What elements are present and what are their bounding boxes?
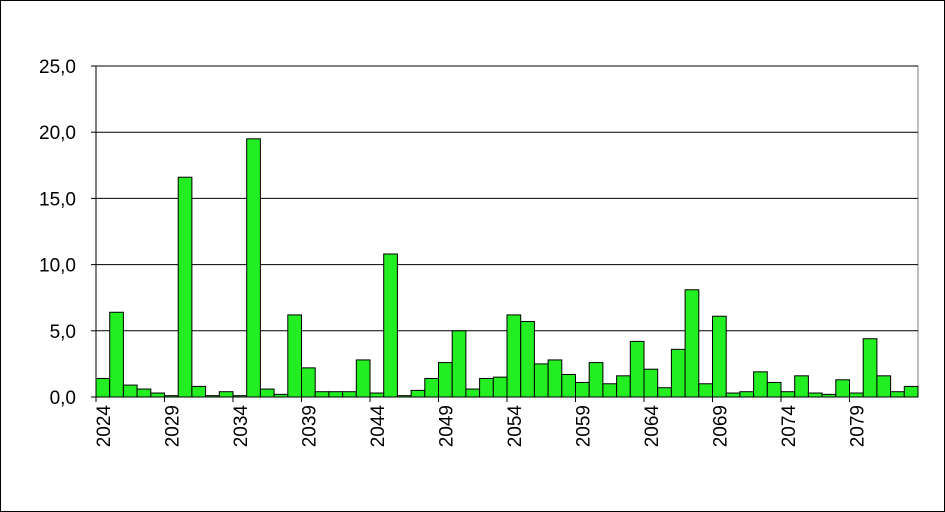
bar	[438, 362, 453, 398]
y-tick-label: 10,0	[39, 256, 76, 277]
bar	[136, 388, 152, 398]
bar	[670, 348, 686, 398]
bar	[684, 289, 700, 398]
x-tick-label: 2064	[642, 405, 663, 448]
bar	[890, 391, 905, 398]
bar	[835, 379, 850, 398]
bar	[424, 377, 439, 398]
bar	[465, 388, 481, 398]
x-tick-label: 2069	[710, 405, 731, 447]
bar	[451, 330, 467, 398]
bar	[725, 392, 741, 398]
bar	[479, 377, 494, 398]
bar	[410, 389, 426, 398]
bar	[396, 395, 412, 398]
bar	[314, 391, 330, 398]
bar	[191, 385, 207, 398]
bar	[794, 375, 809, 398]
bar	[492, 376, 508, 398]
x-tick-label: 2044	[368, 405, 389, 448]
bar	[109, 311, 124, 398]
bar	[246, 138, 261, 398]
bar	[903, 385, 919, 398]
bar	[164, 395, 179, 398]
x-tick-label: 2059	[573, 405, 594, 447]
bar	[506, 314, 522, 398]
x-tick-label: 2074	[779, 405, 800, 448]
bar	[383, 253, 398, 398]
bar	[205, 395, 220, 398]
bar	[218, 391, 234, 398]
bar	[849, 392, 864, 398]
bar	[328, 391, 344, 398]
x-tick-label: 2049	[436, 405, 457, 447]
y-tick-label: 0,0	[50, 388, 76, 409]
bar	[602, 383, 618, 398]
bar	[177, 176, 193, 398]
y-tick-label: 15,0	[39, 189, 76, 210]
bar	[807, 392, 823, 398]
bar	[821, 393, 837, 398]
x-tick-label: 2079	[847, 405, 868, 447]
x-tick-label: 2054	[505, 405, 526, 448]
bar	[698, 383, 713, 398]
bar	[342, 391, 357, 398]
bar	[95, 377, 111, 398]
bar	[533, 363, 549, 398]
bar	[780, 391, 796, 398]
bar	[575, 381, 590, 398]
bar	[712, 315, 727, 398]
bar	[232, 395, 248, 398]
bar	[657, 387, 672, 398]
bar	[643, 368, 659, 398]
bar	[739, 391, 755, 398]
y-tick-label: 25,0	[39, 57, 76, 78]
y-tick-label: 5,0	[50, 322, 76, 343]
bar	[150, 392, 166, 398]
x-tick-label: 2034	[231, 405, 252, 448]
bar	[753, 371, 768, 398]
bar	[122, 384, 138, 398]
x-tick-label: 2039	[299, 405, 320, 447]
x-tick-label: 2024	[94, 405, 115, 448]
bar	[547, 359, 563, 398]
bar	[561, 373, 576, 398]
bar	[287, 314, 302, 398]
bar	[520, 321, 535, 398]
bar	[369, 392, 385, 398]
bar	[355, 359, 371, 398]
bar	[876, 375, 892, 398]
bar	[301, 367, 316, 398]
x-tick-label: 2029	[162, 405, 183, 447]
bar	[588, 362, 604, 398]
bar	[616, 375, 631, 398]
y-tick-label: 20,0	[39, 123, 76, 144]
bar	[766, 381, 782, 398]
bar	[862, 338, 878, 398]
bar	[259, 388, 275, 398]
bar	[273, 393, 289, 398]
bar	[629, 340, 645, 398]
